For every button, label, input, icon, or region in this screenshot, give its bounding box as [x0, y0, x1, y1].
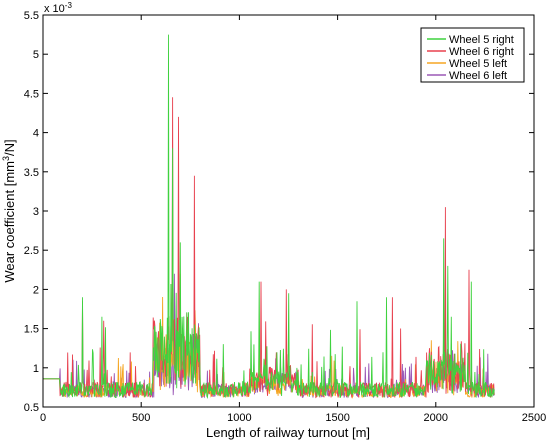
y-tick-label: 2 [33, 284, 39, 296]
x-tick-label: 1500 [325, 412, 349, 424]
legend-box [420, 27, 525, 83]
legend-entry: Wheel 6 left [449, 70, 507, 82]
series-layer [43, 34, 495, 400]
x-tick-label: 2000 [424, 412, 448, 424]
y-tick-label: 5.5 [24, 10, 39, 22]
x-axis-label: Length of railway turnout [m] [206, 425, 370, 440]
series-line-1 [43, 34, 495, 399]
x-tick-label: 2500 [522, 412, 546, 424]
y-tick-label: 3 [33, 206, 39, 218]
x-tick-label: 0 [40, 412, 46, 424]
x-tick-label: 500 [132, 412, 150, 424]
y-tick-label: 4.5 [24, 88, 39, 100]
y-tick-label: 0.5 [24, 402, 39, 414]
y-tick-label: 3.5 [24, 167, 39, 179]
legend-entry: Wheel 5 right [449, 34, 514, 46]
legend-entry: Wheel 6 right [449, 46, 514, 58]
y-axis-label: Wear coefficient [mm3/N] [1, 139, 17, 282]
x-axis: 0 500 1000 1500 2000 2500 [40, 15, 546, 424]
legend-entry: Wheel 5 left [449, 58, 507, 70]
y-axis: 0.5 1 1.5 2 2.5 3 3.5 4 4.5 5 5.5 [24, 10, 534, 414]
y-axis-exponent: x 10-3 [44, 1, 72, 15]
y-tick-label: 1.5 [24, 324, 39, 336]
y-tick-label: 5 [33, 49, 39, 61]
y-tick-label: 2.5 [24, 245, 39, 257]
y-tick-label: 4 [33, 128, 39, 140]
x-tick-label: 1000 [227, 412, 251, 424]
y-tick-label: 1 [33, 363, 39, 375]
